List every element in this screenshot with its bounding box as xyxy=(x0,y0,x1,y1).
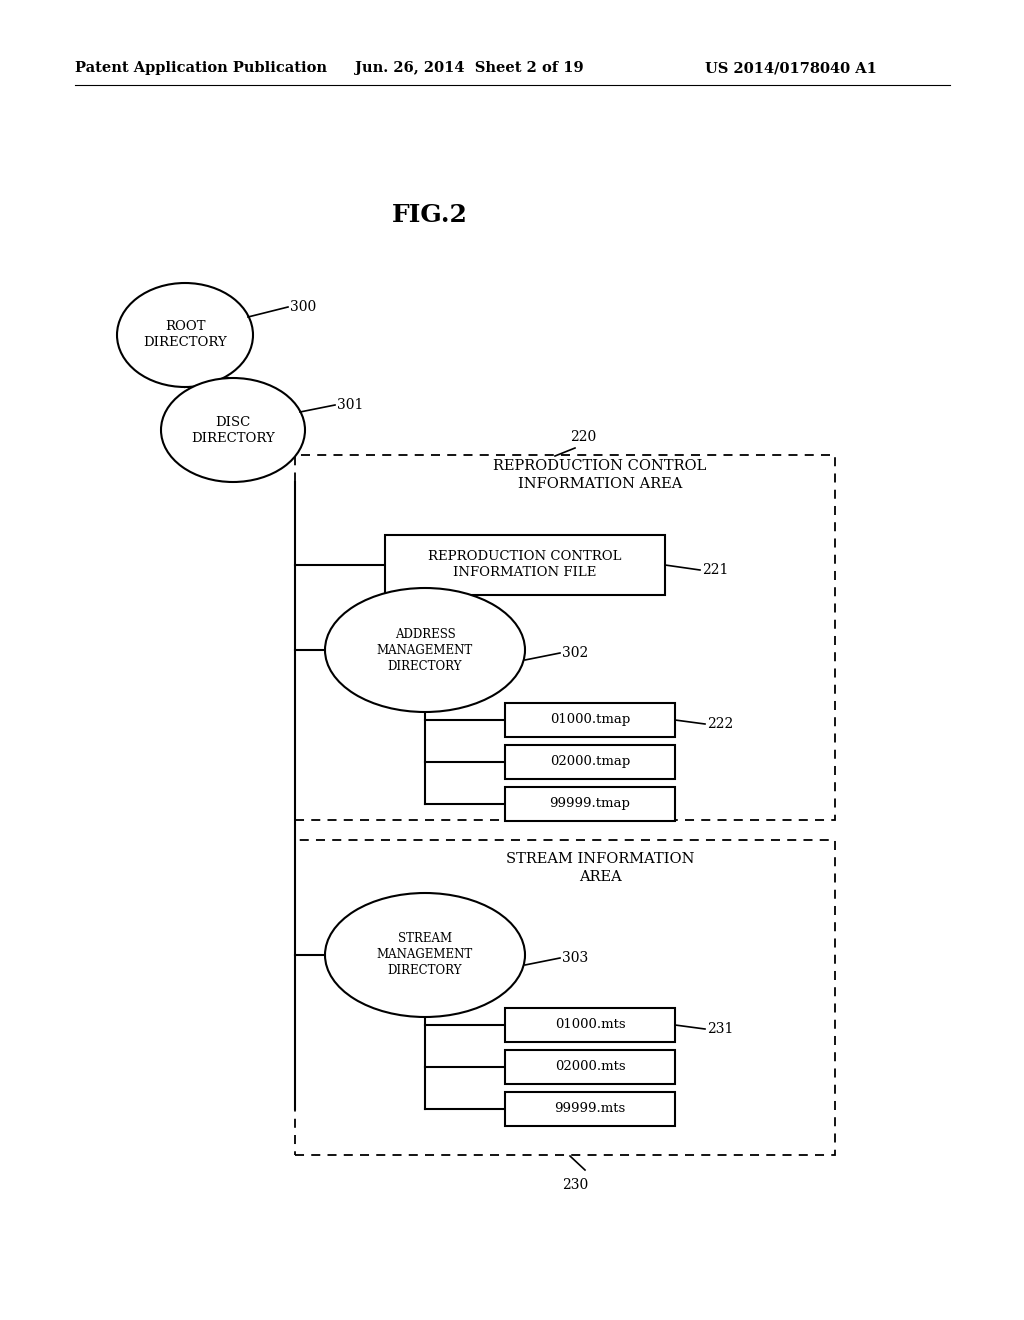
FancyBboxPatch shape xyxy=(505,787,675,821)
Text: 220: 220 xyxy=(570,430,596,444)
Text: ADDRESS
MANAGEMENT
DIRECTORY: ADDRESS MANAGEMENT DIRECTORY xyxy=(377,627,473,672)
Text: 01000.mts: 01000.mts xyxy=(555,1019,626,1031)
FancyBboxPatch shape xyxy=(505,704,675,737)
FancyBboxPatch shape xyxy=(385,535,665,595)
Text: 02000.mts: 02000.mts xyxy=(555,1060,626,1073)
Text: 99999.mts: 99999.mts xyxy=(554,1102,626,1115)
Text: FIG.2: FIG.2 xyxy=(392,203,468,227)
Text: 301: 301 xyxy=(337,399,364,412)
FancyBboxPatch shape xyxy=(505,1092,675,1126)
Text: STREAM INFORMATION
AREA: STREAM INFORMATION AREA xyxy=(506,851,694,884)
Text: 231: 231 xyxy=(707,1022,733,1036)
Text: REPRODUCTION CONTROL
INFORMATION AREA: REPRODUCTION CONTROL INFORMATION AREA xyxy=(494,459,707,491)
FancyBboxPatch shape xyxy=(505,1008,675,1041)
Ellipse shape xyxy=(325,894,525,1016)
Text: ROOT
DIRECTORY: ROOT DIRECTORY xyxy=(143,321,227,350)
Text: 222: 222 xyxy=(707,717,733,731)
Text: 300: 300 xyxy=(290,300,316,314)
Text: 302: 302 xyxy=(562,645,588,660)
Text: STREAM
MANAGEMENT
DIRECTORY: STREAM MANAGEMENT DIRECTORY xyxy=(377,932,473,978)
Ellipse shape xyxy=(325,587,525,711)
Ellipse shape xyxy=(161,378,305,482)
Text: 303: 303 xyxy=(562,950,588,965)
FancyBboxPatch shape xyxy=(505,1049,675,1084)
Ellipse shape xyxy=(117,282,253,387)
Text: US 2014/0178040 A1: US 2014/0178040 A1 xyxy=(705,61,877,75)
Text: 99999.tmap: 99999.tmap xyxy=(550,797,631,810)
FancyBboxPatch shape xyxy=(505,744,675,779)
FancyBboxPatch shape xyxy=(295,455,835,820)
Text: DISC
DIRECTORY: DISC DIRECTORY xyxy=(191,416,274,445)
FancyBboxPatch shape xyxy=(295,840,835,1155)
Text: 230: 230 xyxy=(562,1177,588,1192)
Text: 02000.tmap: 02000.tmap xyxy=(550,755,630,768)
Text: 01000.tmap: 01000.tmap xyxy=(550,714,630,726)
Text: REPRODUCTION CONTROL
INFORMATION FILE: REPRODUCTION CONTROL INFORMATION FILE xyxy=(428,550,622,579)
Text: Patent Application Publication: Patent Application Publication xyxy=(75,61,327,75)
Text: 221: 221 xyxy=(702,564,728,577)
Text: Jun. 26, 2014  Sheet 2 of 19: Jun. 26, 2014 Sheet 2 of 19 xyxy=(355,61,584,75)
